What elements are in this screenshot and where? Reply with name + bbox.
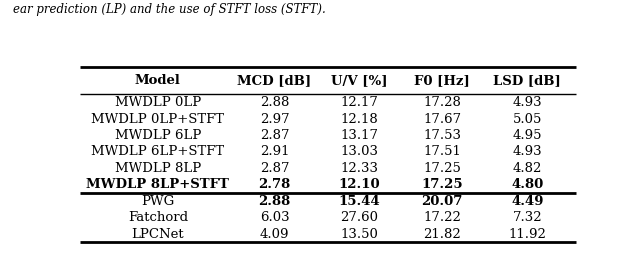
Text: 4.93: 4.93	[513, 96, 542, 109]
Text: 17.22: 17.22	[423, 211, 461, 224]
Text: 2.88: 2.88	[260, 96, 289, 109]
Text: 2.78: 2.78	[259, 178, 291, 191]
Text: ear prediction (LP) and the use of STFT loss (STFT).: ear prediction (LP) and the use of STFT …	[13, 3, 326, 16]
Text: 17.25: 17.25	[421, 178, 463, 191]
Text: MWDLP 8LP+STFT: MWDLP 8LP+STFT	[86, 178, 229, 191]
Text: PWG: PWG	[141, 195, 175, 208]
Text: 4.49: 4.49	[511, 195, 543, 208]
Text: LPCNet: LPCNet	[132, 227, 184, 240]
Text: 17.25: 17.25	[423, 162, 461, 175]
Text: MCD [dB]: MCD [dB]	[237, 75, 312, 88]
Text: Model: Model	[135, 75, 181, 88]
Text: 4.09: 4.09	[260, 227, 289, 240]
Text: 5.05: 5.05	[513, 112, 542, 125]
Text: 6.03: 6.03	[260, 211, 289, 224]
Text: 2.87: 2.87	[260, 162, 289, 175]
Text: 27.60: 27.60	[340, 211, 379, 224]
Text: 17.51: 17.51	[423, 145, 461, 158]
Text: 2.88: 2.88	[259, 195, 291, 208]
Text: Fatchord: Fatchord	[128, 211, 188, 224]
Text: 11.92: 11.92	[508, 227, 546, 240]
Text: 4.80: 4.80	[511, 178, 543, 191]
Text: 20.07: 20.07	[422, 195, 463, 208]
Text: 17.67: 17.67	[423, 112, 461, 125]
Text: MWDLP 6LP: MWDLP 6LP	[115, 129, 201, 142]
Text: 17.28: 17.28	[423, 96, 461, 109]
Text: LSD [dB]: LSD [dB]	[493, 75, 561, 88]
Text: MWDLP 0LP: MWDLP 0LP	[115, 96, 201, 109]
Text: 4.95: 4.95	[513, 129, 542, 142]
Text: 2.87: 2.87	[260, 129, 289, 142]
Text: 15.44: 15.44	[339, 195, 380, 208]
Text: 7.32: 7.32	[513, 211, 542, 224]
Text: 13.50: 13.50	[340, 227, 378, 240]
Text: 13.17: 13.17	[340, 129, 379, 142]
Text: MWDLP 6LP+STFT: MWDLP 6LP+STFT	[92, 145, 225, 158]
Text: MWDLP 8LP: MWDLP 8LP	[115, 162, 201, 175]
Text: 12.10: 12.10	[339, 178, 380, 191]
Text: 12.33: 12.33	[340, 162, 379, 175]
Text: 2.97: 2.97	[260, 112, 289, 125]
Text: 4.82: 4.82	[513, 162, 542, 175]
Text: F0 [Hz]: F0 [Hz]	[414, 75, 470, 88]
Text: 17.53: 17.53	[423, 129, 461, 142]
Text: MWDLP 0LP+STFT: MWDLP 0LP+STFT	[92, 112, 225, 125]
Text: 2.91: 2.91	[260, 145, 289, 158]
Text: 12.18: 12.18	[340, 112, 378, 125]
Text: 4.93: 4.93	[513, 145, 542, 158]
Text: U/V [%]: U/V [%]	[332, 75, 388, 88]
Text: 13.03: 13.03	[340, 145, 379, 158]
Text: 12.17: 12.17	[340, 96, 378, 109]
Text: 21.82: 21.82	[423, 227, 461, 240]
